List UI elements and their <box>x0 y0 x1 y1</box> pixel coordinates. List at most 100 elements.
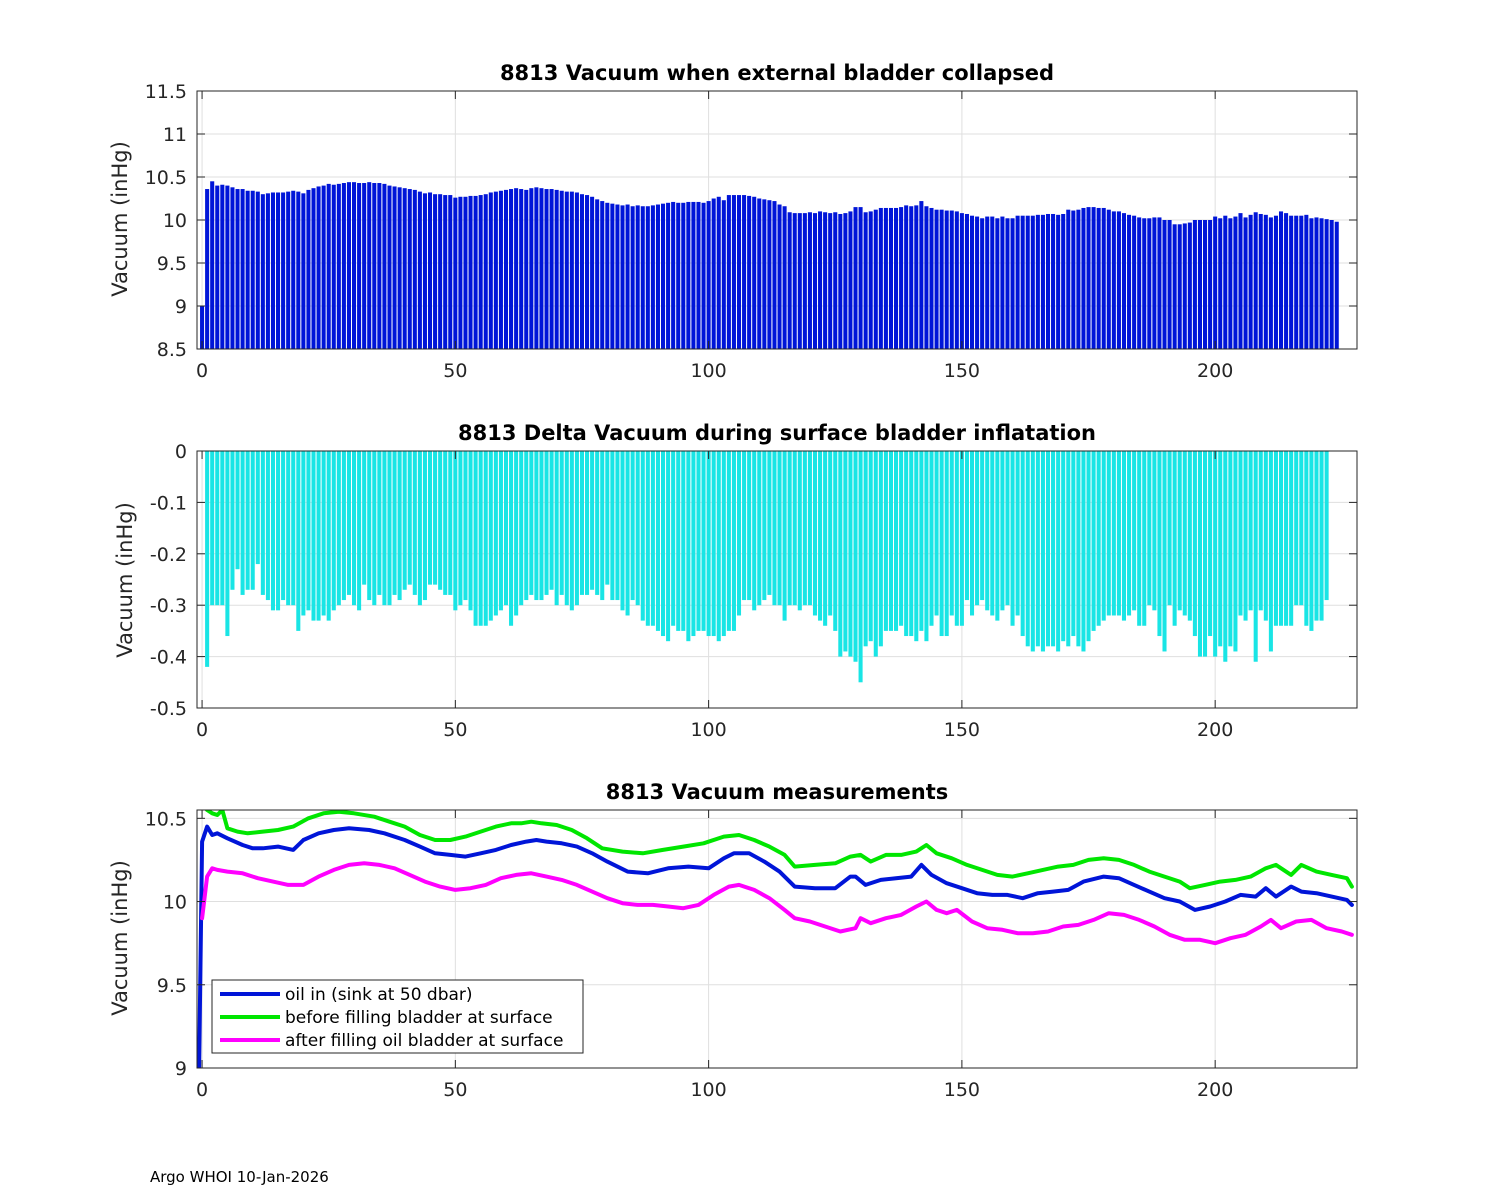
bar <box>514 451 519 616</box>
bar <box>1268 217 1273 349</box>
bar <box>985 451 990 611</box>
bar <box>1010 451 1015 626</box>
bar <box>534 451 539 601</box>
y-tick-label: 11.5 <box>145 81 187 103</box>
bar <box>1187 222 1192 349</box>
bar <box>995 451 1000 621</box>
data-layer <box>200 181 1339 349</box>
bar <box>503 189 509 349</box>
bar <box>397 451 402 601</box>
bar <box>402 188 407 349</box>
bar <box>686 451 691 642</box>
chart-title-3: 8813 Vacuum measurements <box>606 780 949 804</box>
bar <box>1162 451 1167 652</box>
bar <box>1197 451 1202 657</box>
axes-box <box>196 450 1358 709</box>
y-tick-label: -0.4 <box>150 647 187 669</box>
bar <box>1238 451 1243 616</box>
bar <box>924 451 929 642</box>
bar <box>1289 451 1294 626</box>
bar <box>666 202 671 349</box>
bar <box>1187 451 1192 621</box>
x-tick-label: 200 <box>1197 1079 1233 1101</box>
bar <box>747 451 752 601</box>
bar <box>1127 451 1132 616</box>
bar <box>863 212 868 349</box>
x-tick-label: 200 <box>1197 719 1233 741</box>
bar <box>686 201 691 349</box>
bar <box>914 451 919 642</box>
bar <box>326 451 331 621</box>
bar <box>706 451 711 637</box>
bar <box>362 183 367 349</box>
bar <box>1025 215 1030 349</box>
bar <box>1258 451 1263 611</box>
bar <box>807 212 812 349</box>
bar <box>1284 451 1289 626</box>
data-layer <box>205 451 1329 683</box>
bar <box>306 189 311 349</box>
bar <box>1162 220 1167 349</box>
bar <box>964 451 969 601</box>
bar <box>904 205 909 349</box>
series-line-3 <box>200 861 1354 946</box>
bar <box>529 451 534 595</box>
bar <box>1172 224 1177 349</box>
bar <box>807 451 812 606</box>
bar <box>888 207 893 349</box>
bar <box>640 451 645 621</box>
bar <box>939 209 944 349</box>
bar <box>919 201 924 349</box>
bar <box>671 201 676 349</box>
bar <box>742 195 747 349</box>
bar <box>1192 220 1197 349</box>
bar <box>220 451 225 606</box>
bar <box>812 213 818 349</box>
bar <box>367 451 372 601</box>
bar <box>949 451 954 616</box>
bar <box>1000 216 1005 349</box>
bar <box>296 451 301 631</box>
bar <box>539 451 544 601</box>
bar <box>1324 451 1329 601</box>
bar <box>438 194 443 349</box>
bar <box>767 451 772 595</box>
bar <box>498 190 503 349</box>
bar <box>397 187 402 349</box>
bar <box>362 451 367 585</box>
bar <box>281 451 286 601</box>
bar <box>818 211 823 349</box>
bar <box>1081 207 1086 349</box>
bar <box>230 451 235 590</box>
bar <box>696 451 701 631</box>
y-tick-label: 8.5 <box>157 339 187 361</box>
bar <box>721 451 726 637</box>
bar <box>676 451 681 631</box>
bar <box>1076 209 1081 349</box>
bar <box>509 189 514 349</box>
bar <box>919 451 924 631</box>
x-tick-label: 200 <box>1197 360 1233 382</box>
x-tick-label: 100 <box>690 1079 726 1101</box>
bar <box>336 451 341 606</box>
bar <box>787 212 792 349</box>
bar <box>939 451 944 637</box>
bar <box>1051 213 1056 349</box>
bar <box>944 451 949 637</box>
bar <box>605 451 610 585</box>
bar <box>225 451 230 637</box>
series-line-2 <box>205 810 1354 891</box>
bar <box>205 451 210 667</box>
y-tick-label: -0.2 <box>150 544 187 566</box>
bar <box>412 189 417 349</box>
bar <box>777 451 782 606</box>
bar <box>990 216 995 349</box>
bar <box>762 199 767 349</box>
bar <box>1233 451 1238 652</box>
bar <box>929 207 934 349</box>
bar <box>1238 213 1243 349</box>
bar <box>666 451 671 642</box>
bar <box>539 188 544 349</box>
bar <box>615 451 620 601</box>
bar <box>443 195 448 349</box>
